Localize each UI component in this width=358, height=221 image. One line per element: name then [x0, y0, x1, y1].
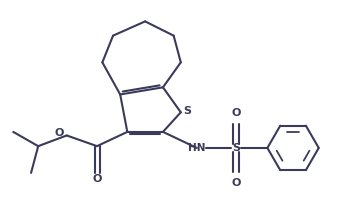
- Text: S: S: [183, 105, 191, 116]
- Text: HN: HN: [188, 143, 205, 153]
- Text: O: O: [92, 174, 102, 184]
- Text: S: S: [232, 143, 240, 153]
- Text: O: O: [54, 128, 64, 138]
- Text: O: O: [231, 108, 241, 118]
- Text: O: O: [231, 178, 241, 188]
